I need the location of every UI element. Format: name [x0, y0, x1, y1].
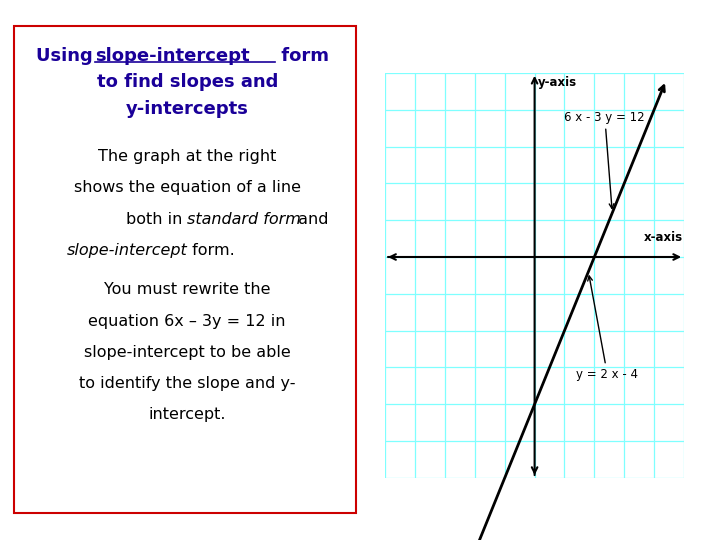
- Text: slope-intercept: slope-intercept: [66, 242, 187, 258]
- Text: form.: form.: [187, 242, 235, 258]
- Text: equation 6x – 3y = 12 in: equation 6x – 3y = 12 in: [89, 314, 286, 328]
- Text: x-axis: x-axis: [644, 231, 683, 244]
- Text: y = 2 x - 4: y = 2 x - 4: [577, 276, 639, 381]
- Text: y-intercepts: y-intercepts: [126, 99, 248, 118]
- Text: You must rewrite the: You must rewrite the: [104, 282, 271, 298]
- Text: standard form: standard form: [187, 212, 301, 227]
- Text: shows the equation of a line: shows the equation of a line: [73, 180, 301, 195]
- Text: intercept.: intercept.: [148, 407, 226, 422]
- FancyBboxPatch shape: [14, 26, 356, 514]
- Text: and: and: [294, 212, 329, 227]
- Text: slope-intercept: slope-intercept: [95, 48, 250, 65]
- Text: both in: both in: [126, 212, 187, 227]
- Text: to find slopes and: to find slopes and: [96, 73, 278, 91]
- Text: slope-intercept to be able: slope-intercept to be able: [84, 345, 291, 360]
- Text: form: form: [275, 48, 329, 65]
- Text: 6 x - 3 y = 12: 6 x - 3 y = 12: [564, 111, 645, 208]
- Text: Using: Using: [36, 48, 99, 65]
- Text: to identify the slope and y-: to identify the slope and y-: [79, 376, 295, 391]
- Text: The graph at the right: The graph at the right: [98, 150, 276, 164]
- Text: y-axis: y-axis: [538, 76, 577, 89]
